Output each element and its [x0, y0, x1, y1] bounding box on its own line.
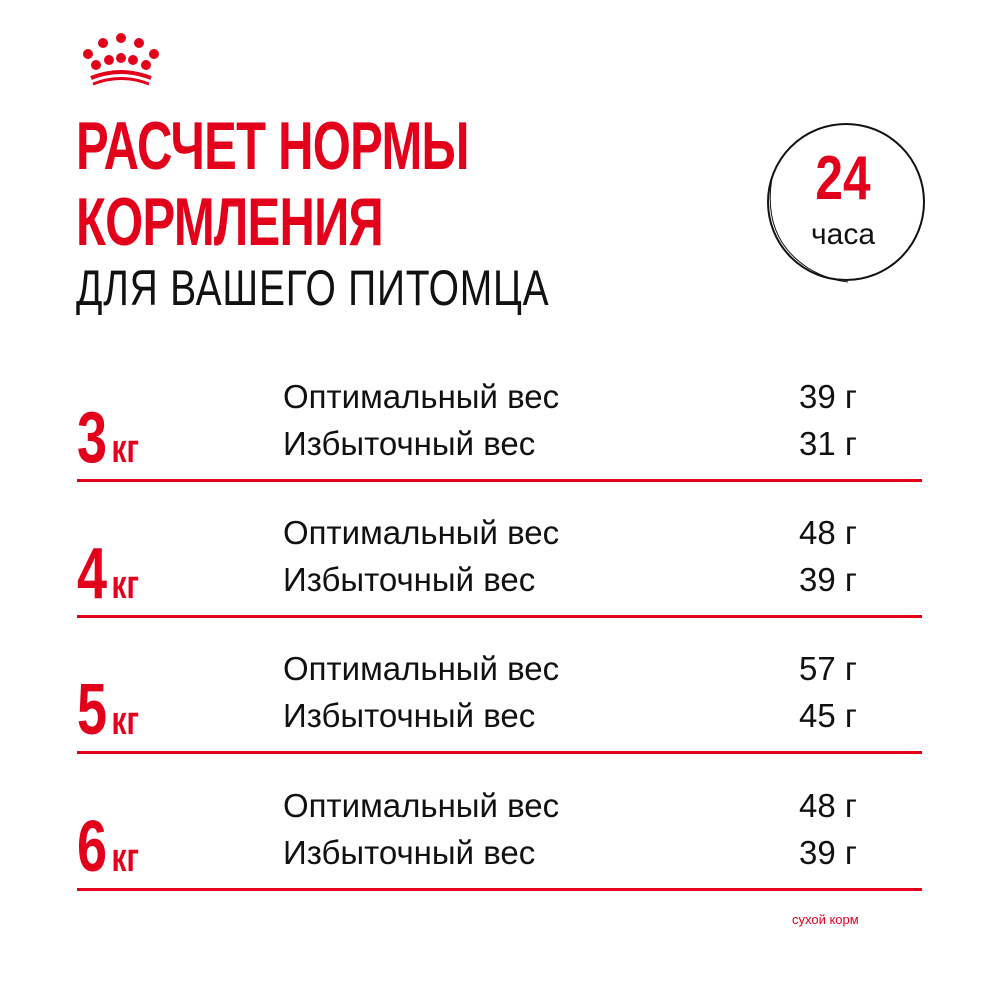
- overweight-value: 39 г: [799, 834, 857, 871]
- food-type-note: сухой корм: [792, 912, 859, 927]
- optimal-weight-value: 57 г: [799, 650, 857, 687]
- badge-unit: часа: [811, 218, 875, 251]
- overweight-label: Избыточный вес: [283, 697, 536, 734]
- optimal-weight-label: Оптимальный вес: [283, 514, 560, 551]
- optimal-weight-label: Оптимальный вес: [283, 787, 560, 824]
- overweight-value: 45 г: [799, 697, 857, 734]
- circle-icon: [767, 123, 925, 283]
- divider: [77, 888, 922, 891]
- page-title-line1: РАСЧЕТ НОРМЫ: [76, 108, 469, 184]
- crown-logo-icon: [83, 33, 159, 86]
- weight-row-4kg: 4 кг Оптимальный вес 48 г Избыточный вес …: [77, 516, 922, 651]
- weight-row-6kg: 6 кг Оптимальный вес 48 г Избыточный вес …: [77, 789, 922, 924]
- weight-label: 3 кг: [77, 398, 140, 478]
- optimal-weight-label: Оптимальный вес: [283, 650, 560, 687]
- overweight-value: 31 г: [799, 425, 857, 462]
- weight-label: 6 кг: [77, 807, 140, 887]
- overweight-label: Избыточный вес: [283, 834, 536, 871]
- divider: [77, 751, 922, 754]
- overweight-label: Избыточный вес: [283, 561, 536, 598]
- weight-row-3kg: 3 кг Оптимальный вес 39 г Избыточный вес …: [77, 380, 922, 515]
- badge-number: 24: [815, 144, 871, 213]
- page-subtitle: ДЛЯ ВАШЕГО ПИТОМЦА: [76, 260, 550, 316]
- overweight-label: Избыточный вес: [283, 425, 536, 462]
- divider: [77, 479, 922, 482]
- weight-row-5kg: 5 кг Оптимальный вес 57 г Избыточный вес …: [77, 652, 922, 787]
- optimal-weight-value: 39 г: [799, 378, 857, 415]
- weight-label: 5 кг: [77, 670, 140, 750]
- divider: [77, 615, 922, 618]
- overweight-value: 39 г: [799, 561, 857, 598]
- optimal-weight-value: 48 г: [799, 787, 857, 824]
- page-title-line2: КОРМЛЕНИЯ: [76, 184, 384, 260]
- optimal-weight-value: 48 г: [799, 514, 857, 551]
- hours-badge: 24 часа: [758, 118, 928, 288]
- optimal-weight-label: Оптимальный вес: [283, 378, 560, 415]
- weight-label: 4 кг: [77, 534, 140, 614]
